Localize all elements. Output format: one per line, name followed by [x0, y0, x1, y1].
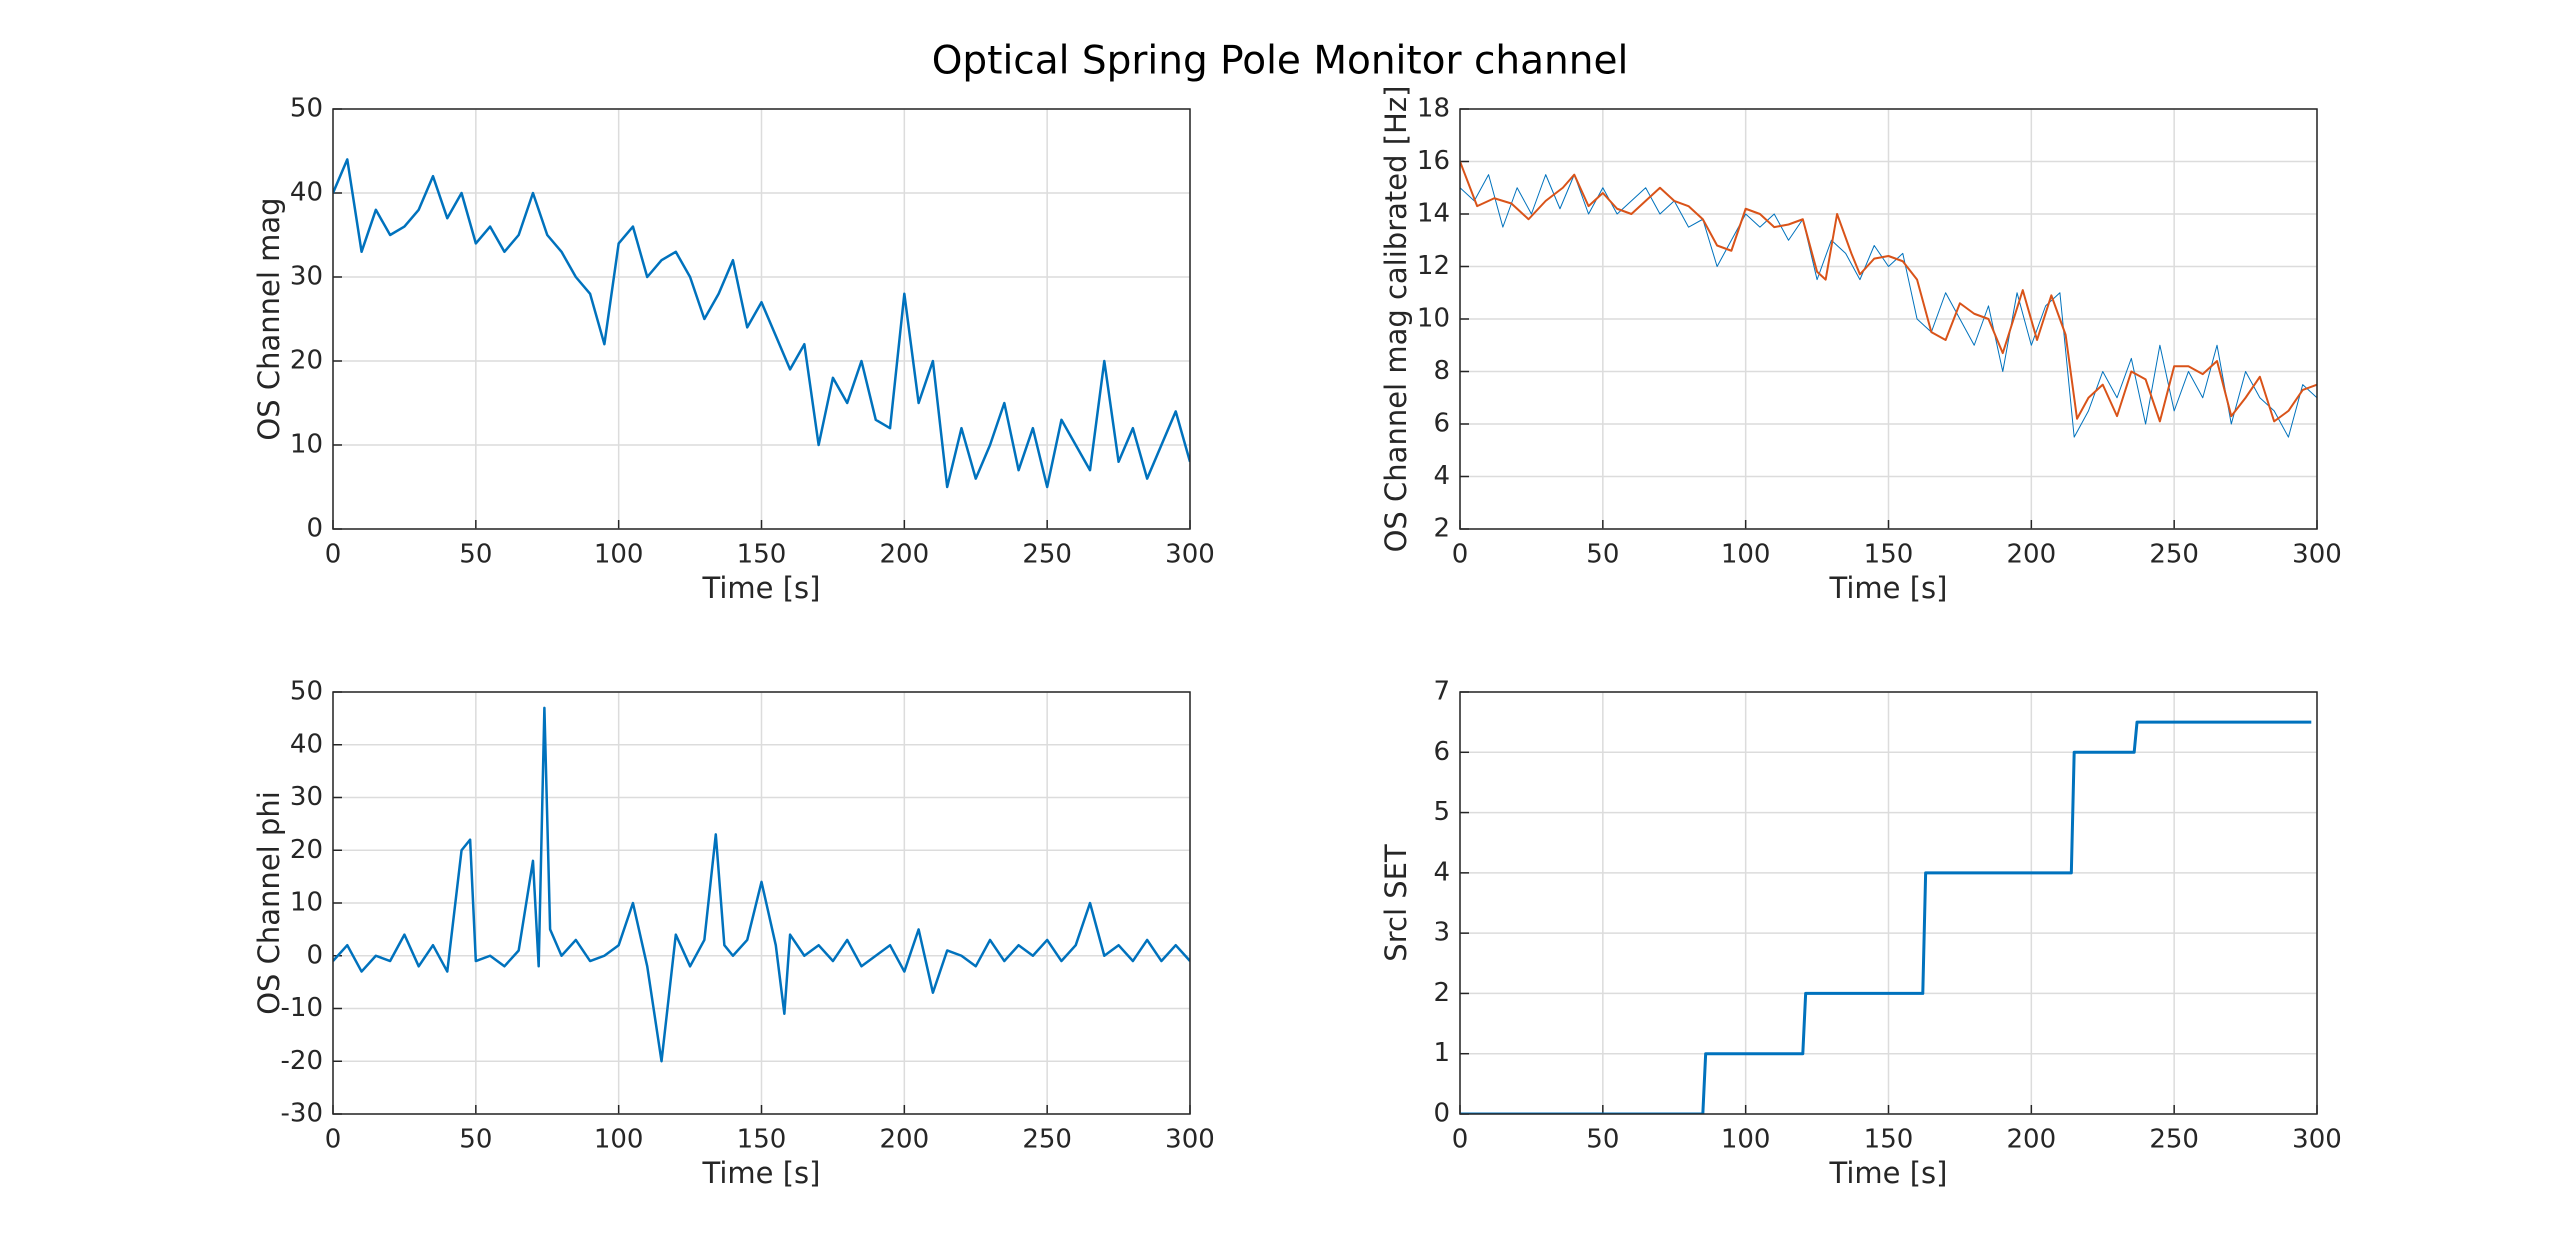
y-tick-label: 16	[1417, 146, 1450, 176]
x-tick-label: 0	[1452, 1125, 1469, 1155]
axes-box	[1459, 108, 2318, 530]
x-tick-label: 0	[1452, 540, 1469, 570]
x-tick-label: 200	[880, 1125, 930, 1155]
axes-box	[332, 691, 1191, 1115]
y-tick-label: 0	[306, 940, 323, 970]
x-tick-label: 50	[1586, 540, 1619, 570]
plot-lines	[1460, 161, 2317, 438]
x-axis-label: Time [s]	[1829, 571, 1948, 605]
plot-lines	[1460, 720, 2312, 1114]
y-axis-label: OS Channel phi	[252, 791, 286, 1015]
x-tick-label: 100	[594, 1125, 644, 1155]
y-tick-label: -10	[281, 993, 323, 1023]
axes: 0 50 100 150 200 250 300 -30 -20 -10 0 10 20 30 40 50 Ti…	[252, 677, 1215, 1191]
plot-lines	[333, 158, 1190, 489]
x-tick-label: 200	[2007, 1125, 2057, 1155]
axes-box	[332, 108, 1191, 530]
x-tick-label: 250	[2149, 540, 2199, 570]
x-tick-label: 0	[325, 1125, 342, 1155]
x-tick-label: 150	[1864, 1125, 1914, 1155]
y-tick-label: 18	[1417, 94, 1450, 124]
y-tick-label: 10	[1417, 304, 1450, 334]
x-tick-label: 300	[2292, 540, 2342, 570]
x-tick-label: 200	[2007, 540, 2057, 570]
data-line	[1460, 174, 2317, 438]
y-tick-label: -20	[281, 1046, 323, 1076]
y-tick-label: 50	[290, 677, 323, 707]
x-tick-label: 0	[325, 540, 342, 570]
y-tick-label: 4	[1433, 461, 1450, 491]
y-tick-label: 30	[290, 782, 323, 812]
y-tick-label: 6	[1433, 409, 1450, 439]
x-tick-label: 150	[1864, 540, 1914, 570]
x-tick-label: 250	[2149, 1125, 2199, 1155]
x-tick-label: 50	[459, 1125, 492, 1155]
axes: 0 50 100 150 200 250 300 0 10 20 30 40 50 Time [s] OS …	[252, 94, 1215, 606]
x-axis-label: Time [s]	[1829, 1156, 1948, 1190]
y-tick-label: 40	[290, 178, 323, 208]
y-tick-label: 10	[290, 430, 323, 460]
x-axis-label: Time [s]	[702, 571, 821, 605]
y-tick-label: 14	[1417, 199, 1450, 229]
x-axis-label: Time [s]	[702, 1156, 821, 1190]
plot-lines	[333, 706, 1190, 1063]
y-axis-label: Srcl SET	[1379, 844, 1413, 962]
axes: 0 50 100 150 200 250 300 2 4 6 8 10 12 14 16 18 Time [s]…	[1379, 86, 2342, 605]
x-tick-label: 150	[737, 540, 787, 570]
x-tick-label: 250	[1022, 1125, 1072, 1155]
y-tick-label: 20	[290, 346, 323, 376]
y-tick-label: 12	[1417, 251, 1450, 281]
axes-box	[1459, 691, 2318, 1115]
y-tick-label: 2	[1433, 514, 1450, 544]
data-line	[1460, 161, 2317, 423]
x-tick-label: 250	[1022, 540, 1072, 570]
x-tick-label: 100	[1721, 540, 1771, 570]
figure-title: Optical Spring Pole Monitor channel	[932, 39, 1629, 84]
y-tick-label: 40	[290, 729, 323, 759]
y-tick-label: 6	[1433, 737, 1450, 767]
y-tick-label: 1	[1433, 1038, 1450, 1068]
y-tick-label: -30	[281, 1099, 323, 1129]
x-tick-label: 100	[1721, 1125, 1771, 1155]
x-tick-label: 150	[737, 1125, 787, 1155]
y-tick-label: 30	[290, 262, 323, 292]
x-tick-label: 100	[594, 540, 644, 570]
y-tick-label: 3	[1433, 918, 1450, 948]
y-tick-label: 2	[1433, 978, 1450, 1008]
y-tick-label: 10	[290, 888, 323, 918]
y-tick-label: 5	[1433, 797, 1450, 827]
data-line	[333, 158, 1190, 489]
x-tick-label: 300	[1165, 1125, 1215, 1155]
x-tick-label: 50	[459, 540, 492, 570]
x-tick-label: 300	[1165, 540, 1215, 570]
y-tick-label: 0	[1433, 1099, 1450, 1129]
y-axis-label: OS Channel mag	[252, 197, 286, 440]
y-tick-label: 50	[290, 94, 323, 124]
data-line	[333, 706, 1190, 1063]
axes: 0 50 100 150 200 250 300 0 1 2 3 4 5 6 7 Time [s] Srcl S…	[1379, 677, 2342, 1191]
data-line	[1460, 720, 2312, 1114]
y-tick-label: 20	[290, 835, 323, 865]
x-tick-label: 200	[880, 540, 930, 570]
y-tick-label: 0	[306, 514, 323, 544]
y-tick-label: 8	[1433, 356, 1450, 386]
y-tick-label: 7	[1433, 677, 1450, 707]
y-tick-label: 4	[1433, 857, 1450, 887]
y-axis-label: OS Channel mag calibrated [Hz]	[1379, 86, 1413, 553]
x-tick-label: 300	[2292, 1125, 2342, 1155]
x-tick-label: 50	[1586, 1125, 1619, 1155]
